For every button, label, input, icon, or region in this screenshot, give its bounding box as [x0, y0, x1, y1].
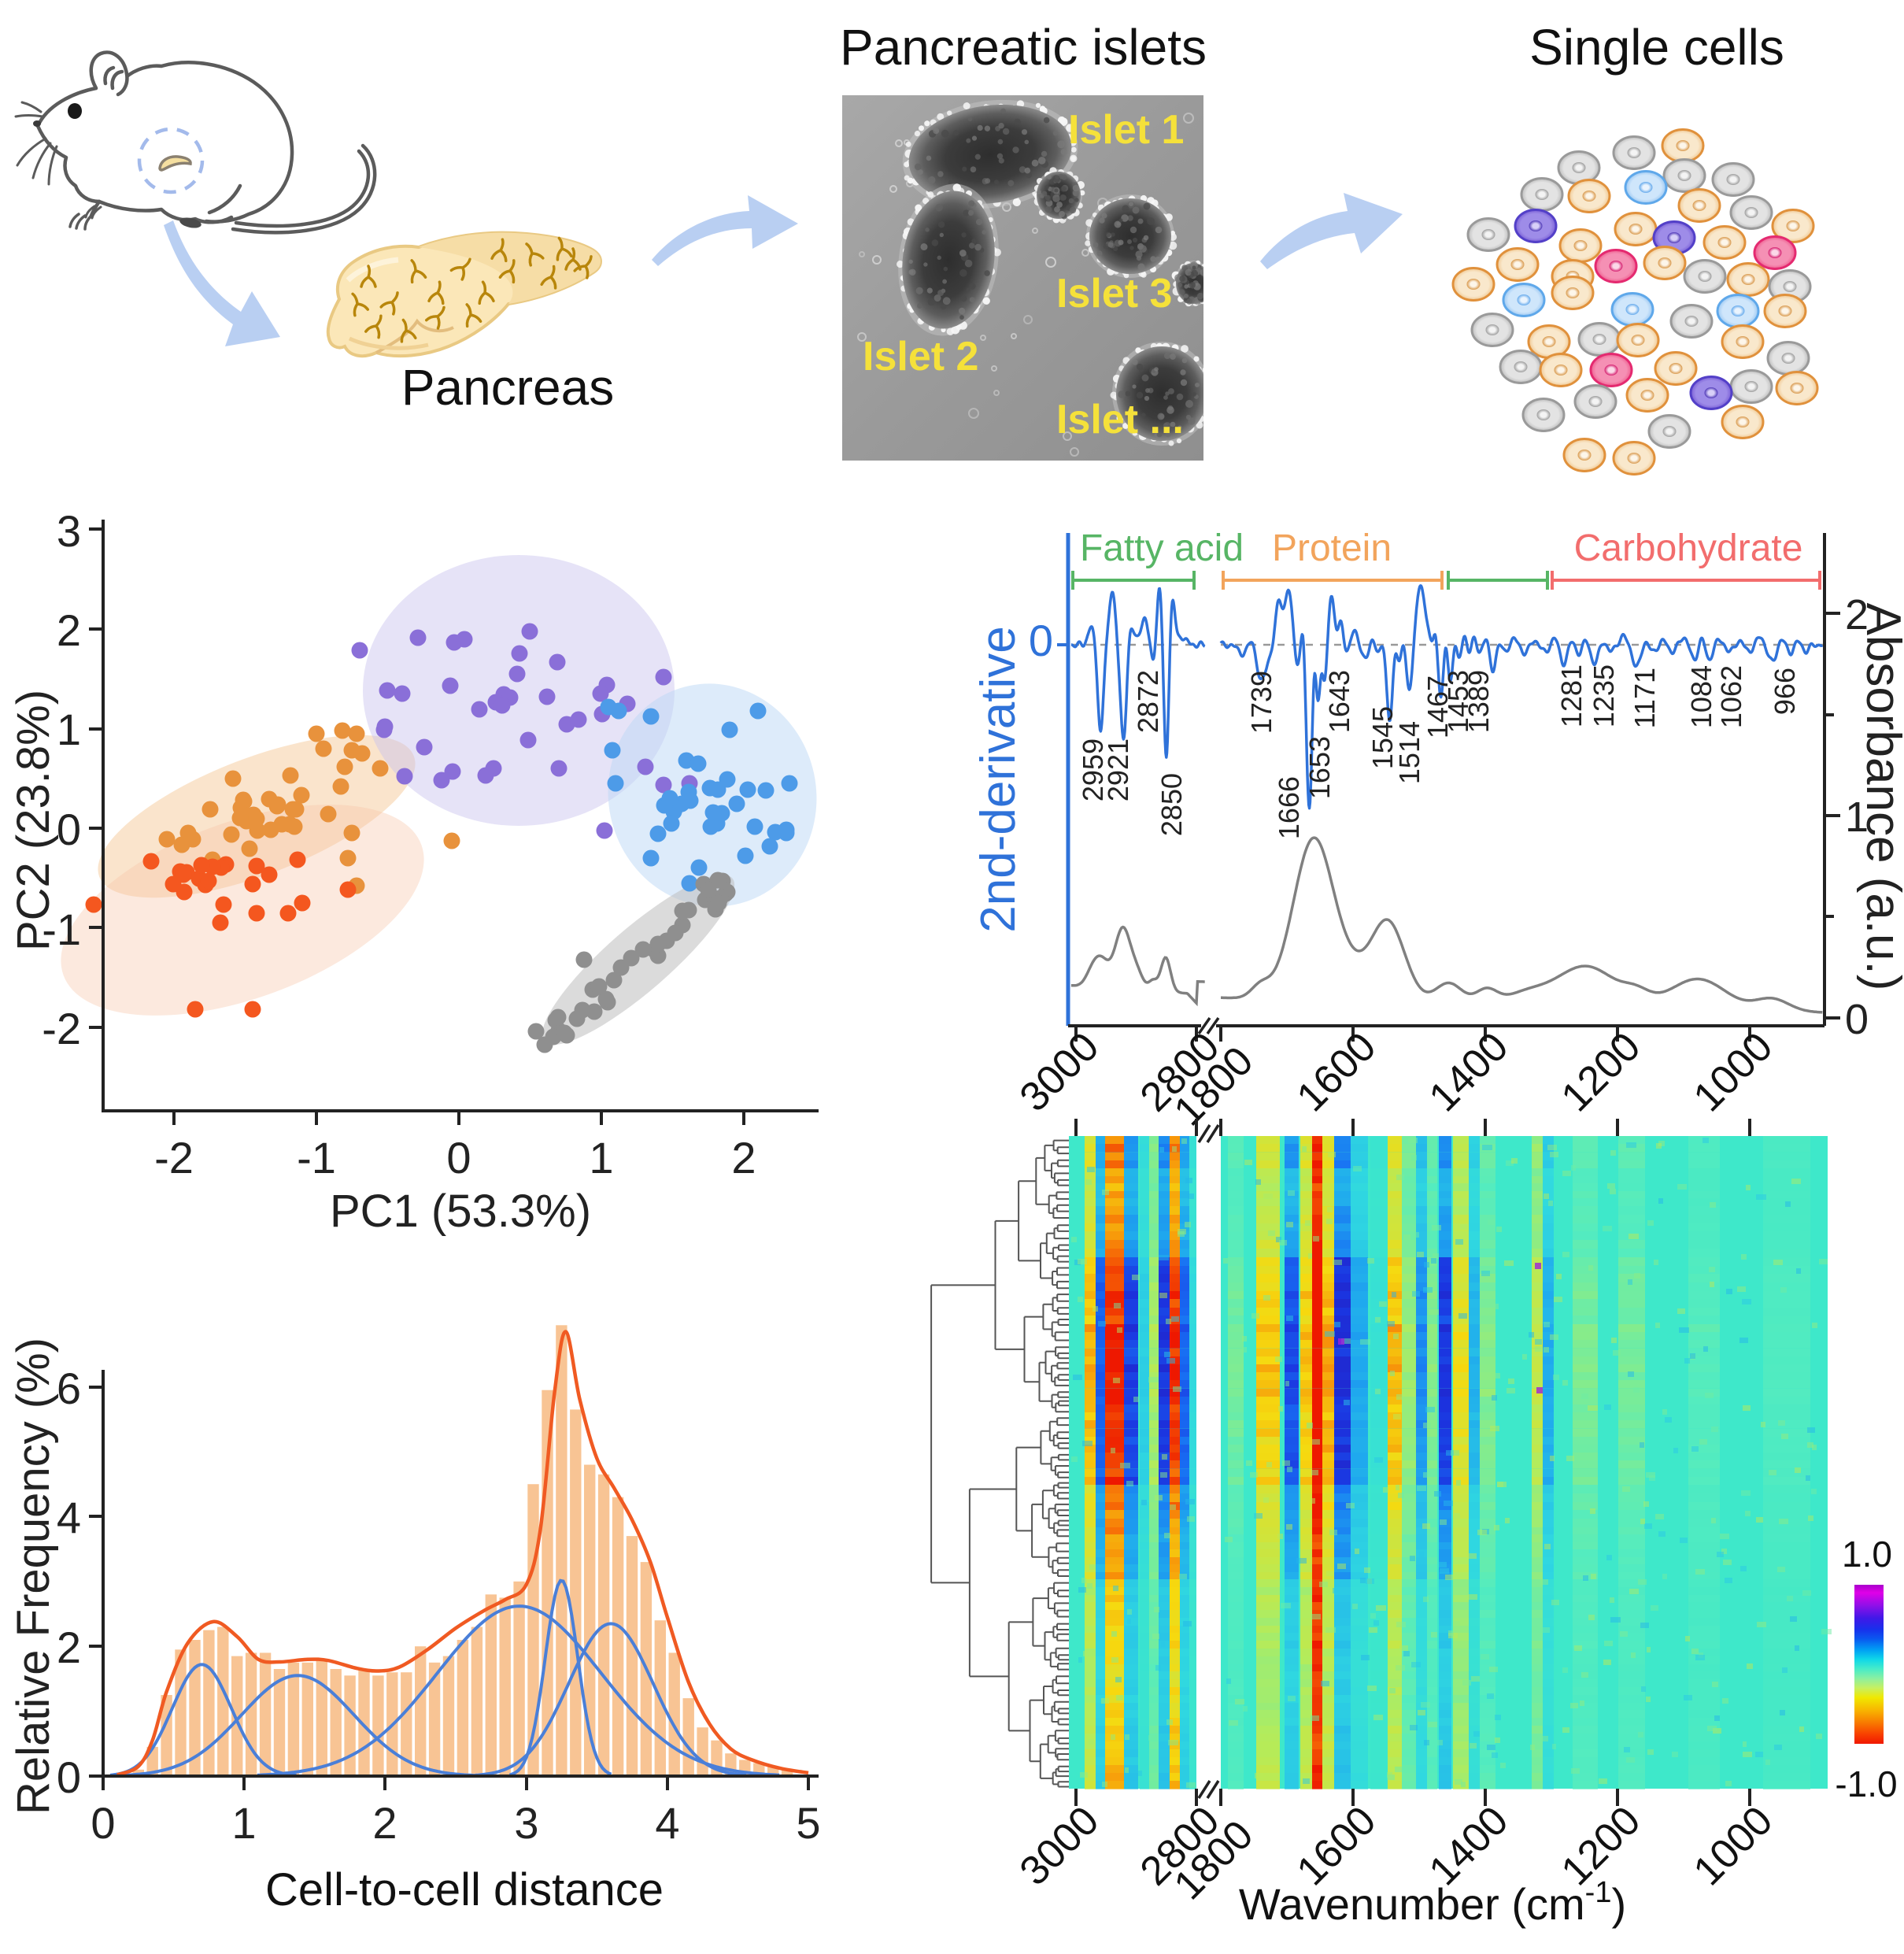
svg-text:1666: 1666: [1273, 776, 1305, 839]
svg-text:2nd-derivative: 2nd-derivative: [971, 626, 1026, 932]
svg-text:966: 966: [1769, 668, 1801, 715]
svg-text:4: 4: [57, 1493, 81, 1542]
svg-text:Islet 1: Islet 1: [1068, 107, 1184, 153]
svg-text:PC2 (23.8%): PC2 (23.8%): [8, 690, 59, 951]
svg-text:Absorbance (a.u.): Absorbance (a.u.): [1856, 603, 1904, 991]
svg-text:2: 2: [57, 605, 81, 655]
svg-text:3: 3: [514, 1798, 538, 1848]
svg-text:5: 5: [796, 1798, 820, 1848]
svg-text:2872: 2872: [1132, 670, 1164, 733]
svg-text:1.0: 1.0: [1842, 1534, 1892, 1575]
svg-text:1: 1: [589, 1133, 613, 1182]
svg-text:Pancreatic islets: Pancreatic islets: [840, 19, 1207, 76]
svg-text:1235: 1235: [1588, 664, 1620, 727]
svg-text:1084: 1084: [1685, 665, 1717, 728]
svg-text:Pancreas: Pancreas: [401, 359, 614, 416]
svg-text:1453: 1453: [1442, 670, 1474, 733]
svg-text:2: 2: [57, 1623, 81, 1672]
svg-text:Wavenumber (cm-1): Wavenumber (cm-1): [1239, 1876, 1626, 1929]
svg-text:Single cells: Single cells: [1529, 19, 1784, 76]
svg-text:1643: 1643: [1323, 670, 1355, 733]
svg-text:2959: 2959: [1077, 738, 1109, 801]
svg-text:2921: 2921: [1102, 738, 1134, 801]
svg-text:Cell-to-cell distance: Cell-to-cell distance: [265, 1864, 664, 1915]
svg-text:2: 2: [1845, 591, 1869, 638]
svg-text:0: 0: [57, 805, 81, 854]
svg-text:0: 0: [1029, 616, 1053, 665]
svg-text:1: 1: [231, 1798, 256, 1848]
svg-text:1281: 1281: [1555, 664, 1588, 727]
svg-text:6: 6: [57, 1364, 81, 1413]
svg-text:-2: -2: [42, 1004, 81, 1053]
svg-text:1062: 1062: [1715, 665, 1747, 728]
svg-text:PC1 (53.3%): PC1 (53.3%): [330, 1186, 591, 1237]
svg-text:2850: 2850: [1155, 773, 1188, 836]
svg-text:1: 1: [1845, 794, 1869, 841]
svg-text:1739: 1739: [1245, 671, 1277, 734]
svg-text:0: 0: [91, 1798, 115, 1848]
svg-text:Relative Frequency (%): Relative Frequency (%): [8, 1338, 59, 1815]
svg-text:1467: 1467: [1422, 675, 1454, 738]
svg-text:2: 2: [731, 1133, 756, 1182]
svg-text:-1: -1: [42, 905, 81, 954]
svg-text:Islet ...: Islet ...: [1056, 397, 1184, 442]
svg-text:1545: 1545: [1366, 706, 1399, 769]
svg-text:1: 1: [57, 705, 81, 754]
svg-text:3: 3: [57, 506, 81, 556]
svg-text:0: 0: [57, 1752, 81, 1802]
svg-text:Islet 3: Islet 3: [1056, 271, 1172, 316]
svg-text:-1.0: -1.0: [1835, 1763, 1897, 1804]
svg-text:0: 0: [446, 1133, 471, 1182]
svg-text:Fatty acid: Fatty acid: [1080, 527, 1244, 569]
svg-text:1653: 1653: [1303, 736, 1336, 799]
svg-text:1389: 1389: [1462, 670, 1495, 733]
svg-text:1171: 1171: [1629, 668, 1661, 728]
svg-text:Carbohydrate: Carbohydrate: [1574, 527, 1803, 569]
svg-text:2: 2: [372, 1798, 397, 1848]
svg-text:-2: -2: [154, 1133, 194, 1182]
svg-text:4: 4: [655, 1798, 679, 1848]
svg-text:Protein: Protein: [1272, 527, 1392, 569]
svg-text:Islet 2: Islet 2: [863, 334, 978, 379]
svg-text:-1: -1: [297, 1133, 336, 1182]
svg-text:0: 0: [1845, 996, 1869, 1043]
svg-text:1514: 1514: [1393, 721, 1425, 784]
